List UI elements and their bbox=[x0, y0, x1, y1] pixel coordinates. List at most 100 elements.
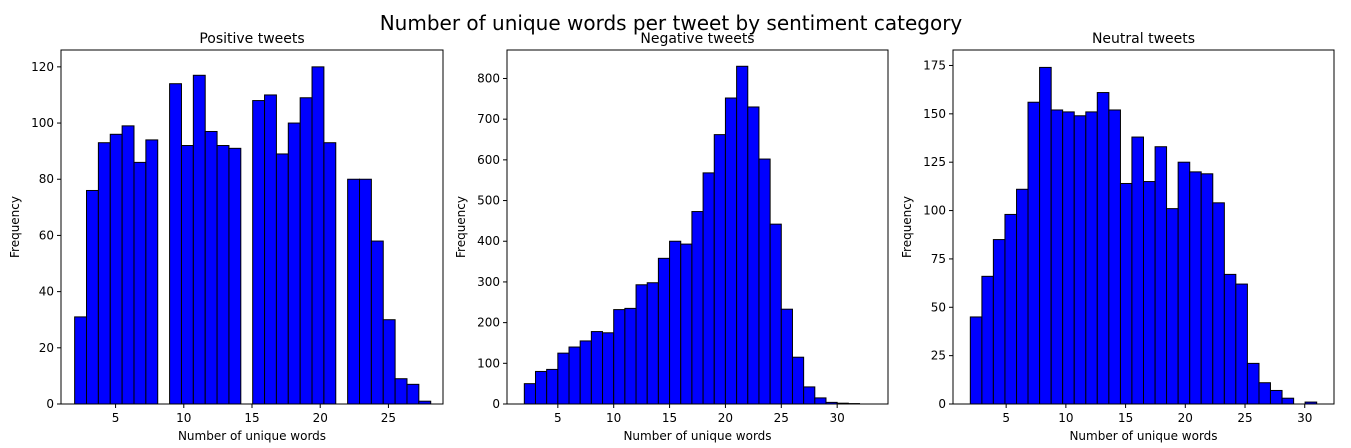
histogram-bar bbox=[791, 356, 805, 405]
histogram-bar bbox=[1177, 161, 1191, 405]
y-tick-label: 300 bbox=[477, 275, 500, 289]
histogram-bar bbox=[264, 94, 277, 405]
y-tick-label: 75 bbox=[931, 252, 946, 266]
histogram-bar bbox=[311, 66, 325, 405]
histogram-bar bbox=[192, 74, 206, 405]
y-tick-label: 800 bbox=[477, 71, 500, 85]
histogram-bar bbox=[1189, 171, 1202, 405]
histogram-bar bbox=[590, 331, 604, 405]
y-tick-label: 400 bbox=[477, 234, 500, 248]
histogram-bar bbox=[169, 83, 182, 405]
histogram-bar bbox=[1050, 109, 1064, 405]
histogram-bar bbox=[1062, 111, 1075, 405]
histogram-bar bbox=[406, 383, 420, 405]
y-tick-label: 25 bbox=[931, 349, 946, 363]
x-tick-label: 10 bbox=[176, 411, 191, 425]
histogram-bar bbox=[523, 383, 536, 405]
histogram-bar bbox=[252, 100, 266, 405]
histogram-bar bbox=[747, 106, 760, 405]
histogram-bar bbox=[657, 257, 671, 405]
plot-frame bbox=[506, 49, 889, 405]
histogram-bar bbox=[557, 352, 570, 405]
y-tick-label: 100 bbox=[31, 116, 54, 130]
y-tick-label: 60 bbox=[39, 228, 54, 242]
histogram-bar bbox=[1235, 283, 1248, 405]
histogram-bar bbox=[287, 122, 301, 405]
y-tick-label: 175 bbox=[923, 58, 946, 72]
y-tick-label: 100 bbox=[477, 356, 500, 370]
histogram-bar bbox=[546, 368, 559, 405]
histogram-bar bbox=[992, 239, 1006, 405]
x-tick-label: 25 bbox=[1237, 411, 1252, 425]
x-tick-label: 10 bbox=[1058, 411, 1073, 425]
y-tick-label: 500 bbox=[477, 194, 500, 208]
neutral-tweets-histogram: 5 10 15 20 25 30 0 25 50 75 100 125 150 175 Neutral tw… bbox=[900, 31, 1335, 443]
histogram-bar bbox=[713, 134, 726, 405]
x-tick-label: 30 bbox=[1297, 411, 1312, 425]
y-tick-label: 80 bbox=[39, 172, 54, 186]
histogram-bar bbox=[394, 378, 408, 405]
histogram-bar bbox=[579, 340, 592, 405]
x-axis-label: Number of unique words bbox=[178, 429, 326, 443]
y-tick-label: 0 bbox=[938, 397, 946, 411]
positive-tweets-histogram: 5 10 15 20 25 0 20 40 60 80 100 120 Positive tweets N… bbox=[8, 31, 444, 443]
histogram-bar bbox=[109, 133, 123, 405]
histogram-bar bbox=[1143, 181, 1156, 405]
histogram-bar bbox=[981, 275, 994, 405]
histogram-bar bbox=[1073, 115, 1087, 405]
neutral-bars bbox=[969, 66, 1318, 405]
y-tick-label: 200 bbox=[477, 316, 500, 330]
x-tick-label: 5 bbox=[112, 411, 120, 425]
histogram-bar bbox=[669, 240, 682, 405]
histogram-bar bbox=[74, 316, 88, 405]
histogram-bar bbox=[1281, 397, 1295, 405]
histogram-bar bbox=[736, 65, 749, 405]
plot-frame bbox=[952, 49, 1335, 405]
histogram-bar bbox=[97, 142, 111, 405]
histogram-bar bbox=[1096, 92, 1110, 405]
x-tick-label: 30 bbox=[830, 411, 845, 425]
histogram-bar bbox=[359, 178, 372, 405]
histogram-bar bbox=[1039, 66, 1052, 405]
histogram-bar bbox=[635, 284, 648, 405]
histogram-bar bbox=[133, 161, 147, 405]
histogram-bar bbox=[969, 316, 983, 405]
histogram-bar bbox=[1154, 146, 1168, 405]
panel-title: Neutral tweets bbox=[1092, 31, 1195, 47]
x-tick-label: 15 bbox=[244, 411, 259, 425]
histogram-bar bbox=[1212, 202, 1225, 405]
histogram-bar bbox=[145, 139, 159, 405]
histogram-bar bbox=[769, 223, 782, 405]
y-tick-label: 100 bbox=[923, 204, 946, 218]
histogram-bar bbox=[646, 282, 659, 405]
histogram-bar bbox=[299, 97, 313, 405]
y-tick-label: 20 bbox=[39, 341, 54, 355]
histogram-bar bbox=[216, 145, 230, 405]
x-tick-label: 20 bbox=[718, 411, 733, 425]
histogram-bar bbox=[121, 125, 135, 405]
histogram-bar bbox=[382, 319, 396, 405]
histogram-bar bbox=[613, 309, 626, 405]
histogram-bar bbox=[1108, 109, 1121, 405]
histogram-bar bbox=[1269, 389, 1283, 405]
x-tick-label: 15 bbox=[662, 411, 677, 425]
panel-title: Negative tweets bbox=[640, 31, 754, 47]
histogram-bar bbox=[814, 397, 827, 405]
y-tick-label: 125 bbox=[923, 155, 946, 169]
figure-title: Number of unique words per tweet by sent… bbox=[380, 11, 963, 35]
x-tick-label: 15 bbox=[1118, 411, 1133, 425]
histogram-bar bbox=[702, 172, 715, 405]
histogram-bar bbox=[370, 240, 384, 405]
histogram-bar bbox=[347, 178, 361, 405]
histogram-bar bbox=[1016, 188, 1029, 405]
histogram-bar bbox=[1085, 111, 1098, 405]
y-tick-label: 0 bbox=[492, 397, 500, 411]
x-tick-label: 5 bbox=[1002, 411, 1010, 425]
y-tick-label: 700 bbox=[477, 112, 500, 126]
y-axis-label: Frequency bbox=[454, 196, 468, 258]
histogram-bar bbox=[624, 307, 637, 405]
y-tick-label: 50 bbox=[931, 300, 946, 314]
y-tick-label: 150 bbox=[923, 107, 946, 121]
histogram-bar bbox=[1246, 362, 1260, 405]
y-axis-label: Frequency bbox=[900, 196, 914, 258]
